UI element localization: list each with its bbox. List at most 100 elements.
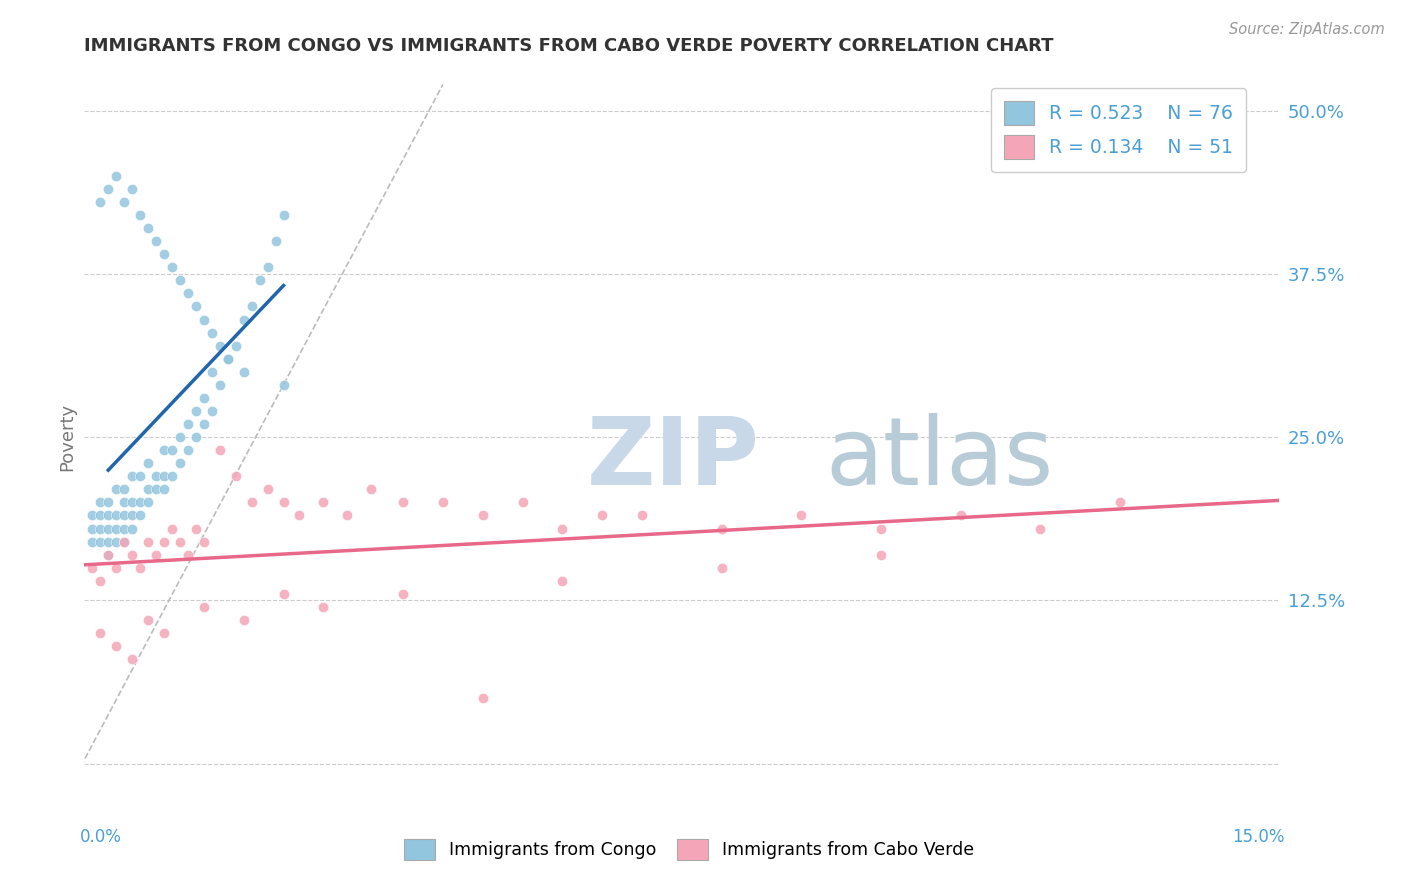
Legend: R = 0.523    N = 76, R = 0.134    N = 51: R = 0.523 N = 76, R = 0.134 N = 51 bbox=[991, 88, 1246, 172]
Point bbox=[129, 469, 152, 483]
Point bbox=[82, 560, 104, 574]
Point bbox=[512, 495, 534, 509]
Point bbox=[273, 377, 295, 392]
Point bbox=[208, 339, 231, 353]
Point bbox=[89, 495, 111, 509]
Point bbox=[121, 495, 143, 509]
Point bbox=[273, 495, 295, 509]
Point bbox=[105, 560, 128, 574]
Point bbox=[160, 260, 183, 275]
Point bbox=[97, 495, 120, 509]
Point bbox=[105, 534, 128, 549]
Text: 15.0%: 15.0% bbox=[1232, 828, 1285, 846]
Point bbox=[112, 483, 135, 497]
Point bbox=[336, 508, 359, 523]
Point bbox=[145, 548, 167, 562]
Point bbox=[136, 221, 159, 235]
Point bbox=[169, 456, 191, 470]
Text: Source: ZipAtlas.com: Source: ZipAtlas.com bbox=[1229, 22, 1385, 37]
Point bbox=[232, 365, 254, 379]
Point bbox=[89, 194, 111, 209]
Point bbox=[201, 365, 224, 379]
Point bbox=[112, 495, 135, 509]
Point bbox=[169, 273, 191, 287]
Point bbox=[710, 521, 733, 535]
Point bbox=[790, 508, 813, 523]
Point bbox=[208, 377, 231, 392]
Point bbox=[471, 508, 494, 523]
Point bbox=[177, 548, 200, 562]
Point bbox=[225, 469, 247, 483]
Point bbox=[240, 495, 263, 509]
Point bbox=[949, 508, 972, 523]
Point bbox=[97, 508, 120, 523]
Point bbox=[121, 652, 143, 666]
Point bbox=[160, 521, 183, 535]
Point bbox=[121, 469, 143, 483]
Point bbox=[184, 300, 207, 314]
Point bbox=[193, 599, 215, 614]
Point bbox=[201, 326, 224, 340]
Point bbox=[177, 286, 200, 301]
Point bbox=[105, 169, 128, 183]
Y-axis label: Poverty: Poverty bbox=[58, 403, 76, 471]
Point bbox=[89, 521, 111, 535]
Point bbox=[193, 312, 215, 326]
Point bbox=[136, 483, 159, 497]
Point bbox=[153, 534, 176, 549]
Point bbox=[273, 587, 295, 601]
Point bbox=[551, 574, 574, 588]
Point bbox=[631, 508, 654, 523]
Point bbox=[121, 508, 143, 523]
Point bbox=[1109, 495, 1132, 509]
Point bbox=[145, 469, 167, 483]
Point bbox=[145, 234, 167, 248]
Point bbox=[153, 626, 176, 640]
Point bbox=[153, 469, 176, 483]
Point bbox=[208, 443, 231, 458]
Text: ZIP: ZIP bbox=[586, 413, 759, 505]
Point bbox=[136, 456, 159, 470]
Point bbox=[193, 534, 215, 549]
Point bbox=[136, 534, 159, 549]
Point bbox=[129, 208, 152, 222]
Point bbox=[129, 508, 152, 523]
Point bbox=[82, 534, 104, 549]
Point bbox=[225, 339, 247, 353]
Point bbox=[177, 417, 200, 431]
Point bbox=[392, 495, 415, 509]
Point bbox=[97, 182, 120, 196]
Point bbox=[129, 495, 152, 509]
Point bbox=[710, 560, 733, 574]
Point bbox=[870, 521, 893, 535]
Point bbox=[217, 351, 239, 366]
Point bbox=[89, 626, 111, 640]
Point bbox=[153, 483, 176, 497]
Point bbox=[169, 430, 191, 444]
Point bbox=[105, 508, 128, 523]
Point bbox=[193, 417, 215, 431]
Point bbox=[89, 574, 111, 588]
Point bbox=[1029, 521, 1052, 535]
Point bbox=[82, 508, 104, 523]
Point bbox=[232, 312, 254, 326]
Point bbox=[97, 548, 120, 562]
Point bbox=[177, 443, 200, 458]
Point bbox=[105, 483, 128, 497]
Point bbox=[112, 534, 135, 549]
Point bbox=[82, 521, 104, 535]
Point bbox=[97, 534, 120, 549]
Point bbox=[392, 587, 415, 601]
Point bbox=[312, 599, 335, 614]
Point bbox=[153, 247, 176, 261]
Point bbox=[153, 443, 176, 458]
Point bbox=[249, 273, 271, 287]
Text: 0.0%: 0.0% bbox=[80, 828, 122, 846]
Point bbox=[97, 548, 120, 562]
Point bbox=[184, 521, 207, 535]
Point bbox=[112, 521, 135, 535]
Point bbox=[288, 508, 311, 523]
Point bbox=[136, 613, 159, 627]
Point bbox=[121, 548, 143, 562]
Point bbox=[591, 508, 613, 523]
